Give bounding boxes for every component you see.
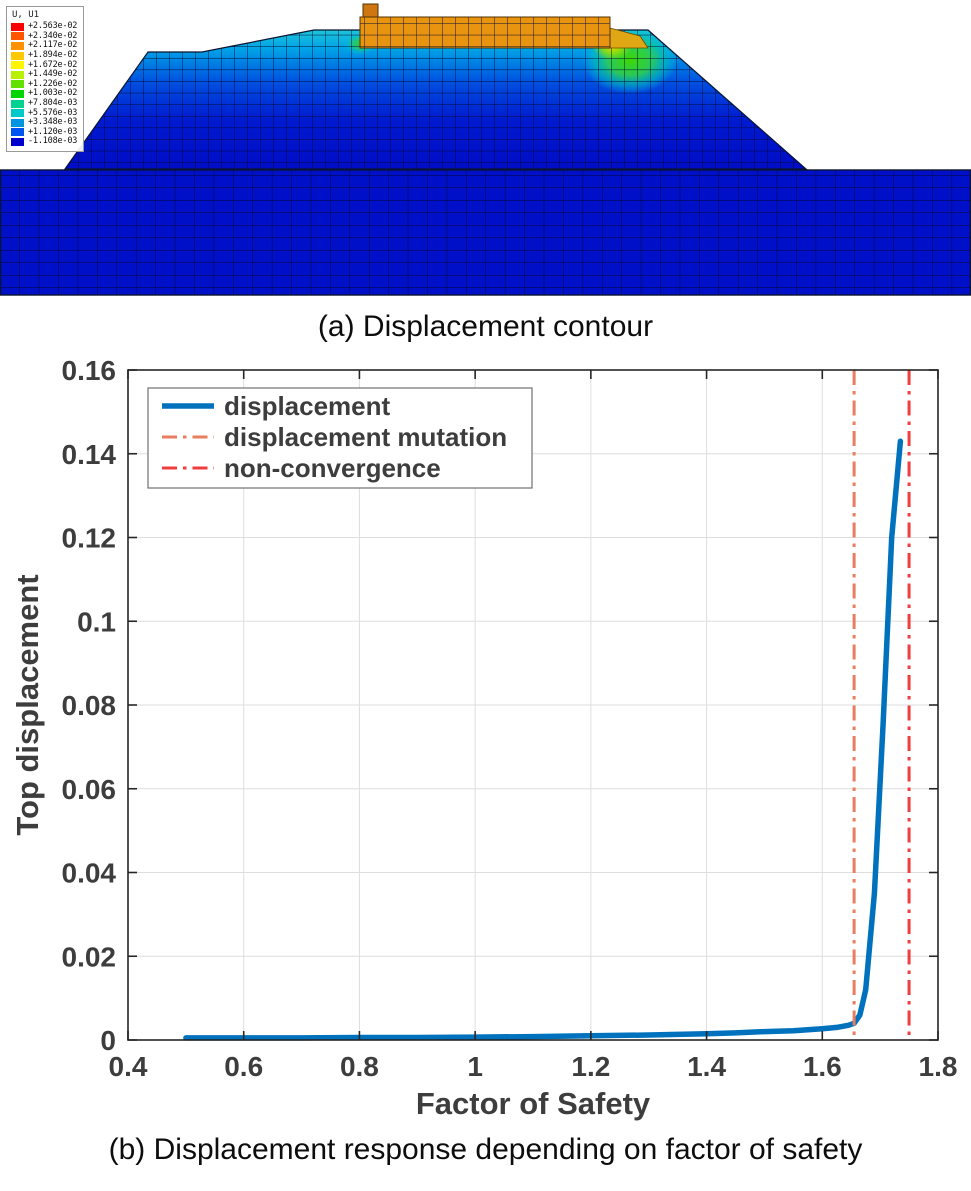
caption-a: (a) Displacement contour	[317, 310, 654, 343]
contour-legend-value: +1.120e-03	[28, 126, 78, 137]
contour-legend-swatch	[11, 61, 24, 70]
contour-legend-row: +1.894e-02	[11, 51, 77, 61]
contour-legend-value: +1.226e-02	[28, 78, 78, 89]
caption-b: (b) Displacement response depending on f…	[108, 1133, 863, 1166]
contour-legend-swatch	[11, 80, 24, 89]
y-axis-label: Top displacement	[10, 574, 45, 835]
contour-plot	[0, 3, 971, 296]
y-tick-label: 0.02	[62, 941, 117, 972]
y-tick-label: 0.16	[62, 355, 117, 386]
x-tick-label: 0.4	[109, 1051, 148, 1082]
contour-legend-swatch	[11, 41, 24, 50]
contour-legend-value: +1.672e-02	[28, 59, 78, 70]
x-tick-label: 1.6	[803, 1051, 842, 1082]
crest-structure	[359, 3, 649, 49]
contour-legend-swatch	[11, 89, 24, 98]
y-tick-label: 0.08	[62, 690, 117, 721]
contour-legend-swatch	[11, 70, 24, 79]
contour-legend-row: +2.563e-02	[11, 22, 77, 32]
contour-figure: U, U1 +2.563e-02 +2.340e-02 +2.117e-02 +1.89…	[0, 0, 971, 296]
contour-legend-swatch	[11, 99, 24, 108]
contour-legend-value: +2.117e-02	[28, 40, 78, 51]
legend-label: non-convergence	[224, 453, 441, 483]
x-axis-label: Factor of Safety	[416, 1086, 651, 1121]
contour-legend-swatch	[11, 118, 24, 127]
contour-legend-swatch	[11, 128, 24, 137]
x-tick-label: 1.8	[919, 1051, 958, 1082]
chart-legend-box	[147, 387, 533, 489]
contour-legend-row: +7.804e-03	[11, 99, 77, 109]
x-tick-label: 1.4	[687, 1051, 726, 1082]
y-tick-label: 0.1	[77, 606, 116, 637]
x-tick-label: 1.2	[571, 1051, 610, 1082]
contour-legend-swatch	[11, 137, 24, 146]
contour-legend-swatch	[11, 22, 24, 31]
y-tick-label: 0.12	[62, 523, 117, 554]
contour-legend-value: +2.340e-02	[28, 30, 78, 41]
foundation	[0, 169, 971, 296]
contour-legend-value: +1.449e-02	[28, 69, 78, 80]
contour-legend-swatch	[11, 109, 24, 118]
y-tick-label: 0	[100, 1025, 116, 1056]
crest-tab	[362, 3, 379, 18]
contour-legend-row: +1.672e-02	[11, 60, 77, 70]
contour-legend-value: +3.348e-03	[28, 117, 78, 128]
x-tick-label: 0.8	[340, 1051, 379, 1082]
contour-legend-swatch	[11, 32, 24, 41]
x-tick-label: 0.6	[224, 1051, 263, 1082]
x-tick-label: 1	[467, 1051, 483, 1082]
contour-legend-row: +2.117e-02	[11, 41, 77, 51]
legend-label: displacement	[224, 391, 391, 421]
contour-legend-row: +1.449e-02	[11, 70, 77, 80]
contour-legend-value: +5.576e-03	[28, 107, 78, 118]
y-tick-label: 0.06	[62, 774, 117, 805]
contour-legend-value: -1.108e-03	[28, 136, 78, 147]
contour-legend-row: +3.348e-03	[11, 118, 77, 128]
contour-legend-row: +5.576e-03	[11, 108, 77, 118]
contour-legend-title: U, U1	[12, 10, 40, 20]
chart-figure: Top displacement Factor of Safety 0.4 0.6…	[0, 350, 971, 1125]
contour-legend-row: +1.003e-02	[11, 89, 77, 99]
contour-legend-row: +1.120e-03	[11, 126, 78, 138]
legend-label: displacement mutation	[224, 422, 507, 452]
contour-legend-row: +1.226e-02	[11, 78, 78, 90]
y-tick-label: 0.04	[62, 858, 117, 889]
contour-legend-value: +7.804e-03	[28, 98, 78, 109]
contour-legend-swatch	[11, 51, 24, 60]
chart-svg: Top displacement Factor of Safety 0.4 0.6…	[10, 355, 958, 1121]
contour-legend-row: +2.340e-02	[11, 30, 78, 42]
contour-legend-value: +1.894e-02	[28, 50, 78, 61]
contour-legend-row: -1.108e-03	[11, 137, 77, 147]
y-tick-label: 0.14	[62, 439, 117, 470]
contour-legend-value: +1.003e-02	[28, 88, 78, 99]
contour-legend: U, U1 +2.563e-02 +2.340e-02 +2.117e-02 +1.89…	[6, 6, 85, 152]
series-displacement	[183, 438, 904, 1041]
contour-legend-value: +2.563e-02	[28, 21, 78, 32]
dam-outline	[63, 29, 808, 170]
